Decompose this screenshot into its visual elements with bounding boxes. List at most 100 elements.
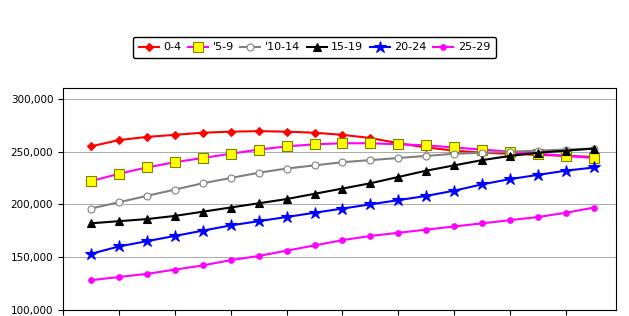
25-29 <box>227 258 235 262</box>
'10-14 <box>367 158 374 162</box>
'10-14 <box>199 181 206 185</box>
15-19 <box>255 201 262 205</box>
'10-14 <box>87 207 94 210</box>
15-19 <box>394 175 402 179</box>
25-29 <box>562 211 570 215</box>
'10-14 <box>450 152 458 156</box>
20-24 <box>143 239 150 243</box>
'5-9 <box>115 172 123 176</box>
20-24 <box>171 234 179 238</box>
25-29 <box>199 264 206 267</box>
20-24 <box>506 177 514 181</box>
'10-14 <box>311 163 318 167</box>
20-24 <box>479 182 486 186</box>
Legend: 0-4, '5-9, '10-14, 15-19, 20-24, 25-29: 0-4, '5-9, '10-14, 15-19, 20-24, 25-29 <box>133 37 496 58</box>
0-4 <box>227 130 235 134</box>
0-4 <box>590 155 598 159</box>
'5-9 <box>590 156 598 160</box>
25-29 <box>423 228 430 232</box>
'5-9 <box>283 144 291 148</box>
Line: '5-9: '5-9 <box>86 138 599 186</box>
Line: 20-24: 20-24 <box>85 161 600 260</box>
15-19 <box>562 149 570 153</box>
'5-9 <box>506 150 514 154</box>
15-19 <box>227 206 235 210</box>
25-29 <box>535 215 542 219</box>
0-4 <box>450 149 458 153</box>
25-29 <box>255 254 262 258</box>
20-24 <box>394 198 402 202</box>
25-29 <box>311 244 318 247</box>
25-29 <box>590 206 598 210</box>
15-19 <box>450 163 458 167</box>
'10-14 <box>535 149 542 153</box>
15-19 <box>171 214 179 218</box>
'5-9 <box>535 152 542 156</box>
20-24 <box>450 189 458 192</box>
20-24 <box>199 229 206 233</box>
'5-9 <box>479 148 486 151</box>
0-4 <box>506 152 514 156</box>
20-24 <box>311 211 318 215</box>
'10-14 <box>479 151 486 155</box>
'10-14 <box>171 188 179 191</box>
15-19 <box>199 210 206 214</box>
25-29 <box>143 272 150 276</box>
Line: 0-4: 0-4 <box>88 128 597 160</box>
15-19 <box>338 187 346 191</box>
15-19 <box>283 197 291 201</box>
15-19 <box>115 219 123 223</box>
'5-9 <box>338 141 346 145</box>
20-24 <box>367 203 374 206</box>
'5-9 <box>367 141 374 145</box>
'5-9 <box>227 152 235 156</box>
25-29 <box>87 278 94 282</box>
'5-9 <box>450 146 458 149</box>
'10-14 <box>255 171 262 175</box>
0-4 <box>255 129 262 133</box>
Line: 15-19: 15-19 <box>87 144 598 228</box>
'5-9 <box>87 179 94 183</box>
0-4 <box>535 153 542 157</box>
15-19 <box>143 217 150 221</box>
15-19 <box>590 147 598 150</box>
0-4 <box>311 131 318 135</box>
20-24 <box>227 223 235 227</box>
25-29 <box>394 231 402 235</box>
'10-14 <box>227 176 235 180</box>
'10-14 <box>562 148 570 151</box>
0-4 <box>338 133 346 137</box>
'5-9 <box>394 143 402 146</box>
20-24 <box>535 173 542 177</box>
20-24 <box>562 169 570 173</box>
'10-14 <box>143 194 150 198</box>
'10-14 <box>590 147 598 150</box>
'5-9 <box>199 156 206 160</box>
'10-14 <box>394 156 402 160</box>
20-24 <box>423 194 430 198</box>
15-19 <box>367 181 374 185</box>
0-4 <box>87 144 94 148</box>
15-19 <box>311 192 318 196</box>
'5-9 <box>143 166 150 169</box>
25-29 <box>506 218 514 222</box>
'10-14 <box>506 150 514 154</box>
25-29 <box>338 238 346 242</box>
15-19 <box>479 158 486 162</box>
'10-14 <box>283 167 291 170</box>
0-4 <box>171 133 179 137</box>
0-4 <box>367 136 374 140</box>
25-29 <box>115 275 123 279</box>
0-4 <box>283 130 291 134</box>
0-4 <box>394 141 402 145</box>
'5-9 <box>311 143 318 146</box>
Line: '10-14: '10-14 <box>87 145 598 212</box>
20-24 <box>590 166 598 169</box>
'5-9 <box>423 143 430 147</box>
0-4 <box>479 151 486 155</box>
'5-9 <box>171 160 179 164</box>
Line: 25-29: 25-29 <box>88 205 597 283</box>
15-19 <box>423 169 430 173</box>
'10-14 <box>423 154 430 158</box>
20-24 <box>283 215 291 219</box>
